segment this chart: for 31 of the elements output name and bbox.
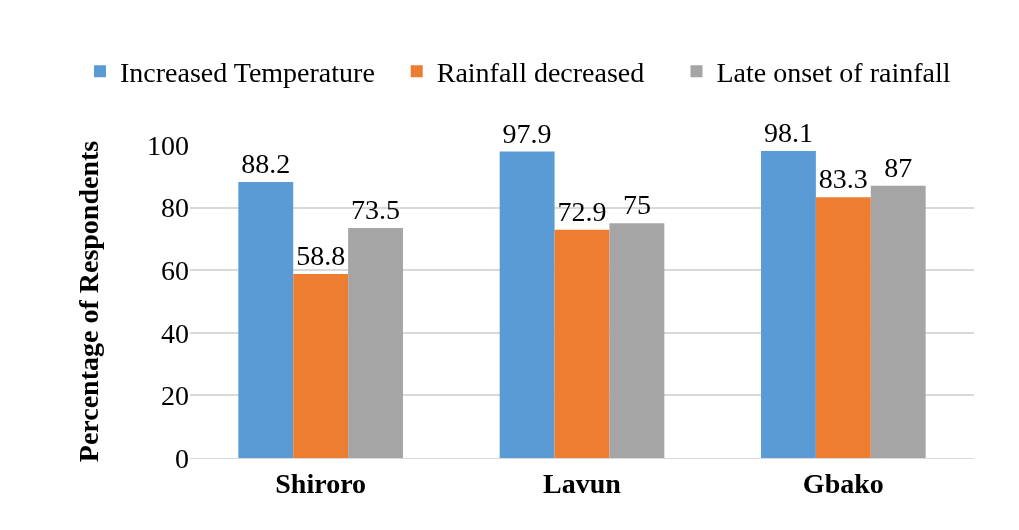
x-tick-label: Lavun — [543, 467, 622, 499]
bar — [870, 185, 926, 458]
data-label: 88.2 — [241, 147, 291, 179]
data-label: 58.8 — [296, 239, 346, 271]
bar — [761, 150, 816, 458]
bar — [499, 151, 555, 458]
y-tick-label: 20 — [161, 380, 189, 412]
bar — [238, 181, 294, 458]
data-label: 72.9 — [557, 195, 607, 227]
bar — [609, 223, 665, 458]
data-label: 97.9 — [502, 117, 552, 149]
legend-label: Rainfall decreased — [436, 57, 645, 89]
bar — [293, 273, 349, 458]
data-label: 75 — [622, 189, 651, 221]
data-label: 73.5 — [351, 193, 401, 225]
bar — [554, 229, 610, 458]
bar — [815, 197, 871, 458]
y-tick-label: 80 — [161, 192, 189, 224]
data-label: 83.3 — [818, 163, 868, 195]
y-axis-title: Percentage of Respondents — [72, 140, 104, 463]
legend-label: Increased Temperature — [120, 57, 375, 89]
data-label: 87 — [884, 151, 913, 183]
y-tick-label: 40 — [161, 317, 189, 349]
data-label: 98.1 — [763, 116, 813, 148]
y-tick-label: 0 — [175, 442, 189, 474]
y-tick-label: 60 — [161, 255, 189, 286]
x-tick-label: Shiroro — [275, 467, 367, 499]
y-tick-label: 100 — [147, 129, 189, 161]
x-tick-label: Gbako — [802, 467, 884, 499]
bar — [348, 227, 403, 458]
legend-label: Late onset of rainfall — [716, 57, 951, 89]
